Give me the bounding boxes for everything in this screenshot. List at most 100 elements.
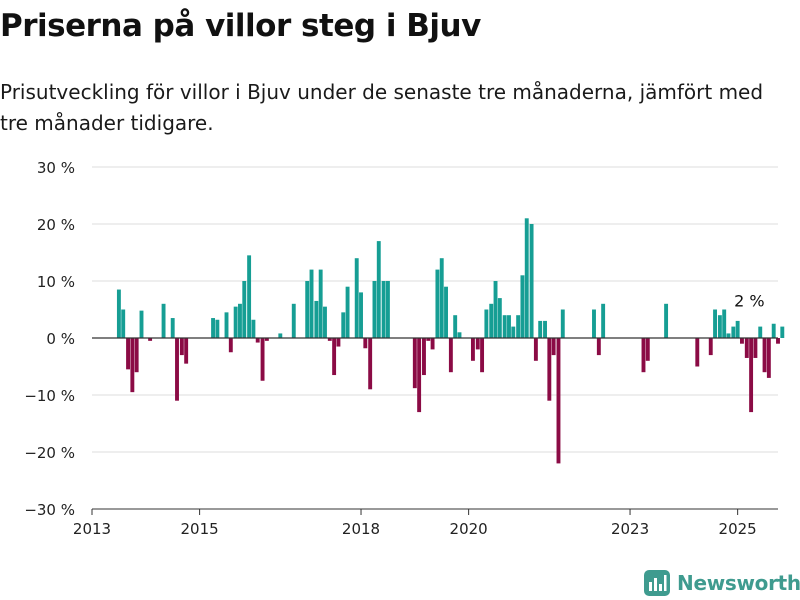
bar xyxy=(161,303,166,338)
bar xyxy=(453,315,458,338)
brand-name: Newsworthy xyxy=(677,571,800,595)
bar xyxy=(497,298,502,338)
bar xyxy=(551,338,556,356)
y-tick-label: 20 % xyxy=(37,216,75,234)
bar xyxy=(372,281,377,338)
y-tick-label: −10 % xyxy=(24,387,75,405)
bar xyxy=(116,289,121,338)
bar xyxy=(291,303,296,338)
bar xyxy=(439,258,444,338)
bar xyxy=(247,255,252,338)
bar xyxy=(422,338,426,376)
bar xyxy=(385,281,390,338)
bar xyxy=(318,269,323,338)
bar xyxy=(601,303,606,338)
bar xyxy=(412,338,417,389)
bar xyxy=(175,338,179,401)
x-tick-label: 2020 xyxy=(450,520,488,538)
bar xyxy=(735,320,740,338)
bar xyxy=(336,338,341,347)
bar xyxy=(238,303,242,338)
y-tick-label: −20 % xyxy=(24,444,75,462)
bar xyxy=(376,241,381,338)
bar xyxy=(771,323,776,338)
bar xyxy=(305,281,310,338)
bar xyxy=(507,315,511,338)
bar xyxy=(524,218,529,338)
bar xyxy=(417,338,422,413)
bar xyxy=(475,338,480,350)
bar xyxy=(489,303,494,338)
bar xyxy=(533,338,538,361)
bar xyxy=(457,332,462,338)
bar xyxy=(717,315,722,338)
x-tick-label: 2025 xyxy=(719,520,757,538)
bar xyxy=(233,306,238,338)
bar xyxy=(762,338,767,373)
bar xyxy=(332,338,337,376)
bar xyxy=(184,338,189,364)
bar xyxy=(641,338,646,373)
bar xyxy=(740,338,744,344)
bar xyxy=(148,338,153,341)
bar xyxy=(776,338,780,344)
bar xyxy=(726,333,731,338)
bar xyxy=(722,309,727,338)
chart-subtitle: Prisutveckling för villor i Bjuv under d… xyxy=(0,80,764,135)
bar xyxy=(731,326,736,338)
newsworthy-logo-icon xyxy=(644,570,670,596)
bar xyxy=(354,258,359,338)
bar xyxy=(215,319,220,338)
bar xyxy=(664,303,669,338)
bar xyxy=(170,318,175,338)
bar xyxy=(359,292,363,338)
bar xyxy=(470,338,475,361)
bar xyxy=(547,338,552,401)
bar xyxy=(363,338,368,349)
bar xyxy=(448,338,453,373)
bar xyxy=(713,309,717,338)
bars xyxy=(116,218,785,464)
bar xyxy=(520,275,525,338)
bar xyxy=(278,333,283,338)
bar xyxy=(381,281,386,338)
bar xyxy=(211,318,216,338)
labels: 30 % 20 % 10 % 0 % −10 % −20 % −30 %2013 2015 20… xyxy=(24,159,764,538)
y-tick-label: −30 % xyxy=(24,501,75,519)
y-tick-label: 30 % xyxy=(37,159,75,177)
bar xyxy=(543,320,547,338)
bar xyxy=(596,338,601,356)
x-tick-label: 2018 xyxy=(342,520,380,538)
bar xyxy=(766,338,771,378)
y-tick-label: 0 % xyxy=(46,330,75,348)
bar xyxy=(780,326,785,338)
bar xyxy=(426,338,431,341)
bar xyxy=(264,338,269,341)
bar xyxy=(368,338,373,390)
grid-lines xyxy=(92,166,778,453)
bar xyxy=(493,281,498,338)
bar xyxy=(480,338,485,373)
bar xyxy=(753,338,758,358)
bar xyxy=(345,286,350,338)
x-tick-label: 2015 xyxy=(181,520,219,538)
bar xyxy=(341,312,346,338)
axes xyxy=(91,337,778,515)
bar xyxy=(749,338,754,413)
chart-title: Priserna på villor steg i Bjuv xyxy=(0,8,481,44)
bar xyxy=(327,338,332,341)
bar xyxy=(260,338,265,381)
bar xyxy=(592,309,596,338)
bar xyxy=(255,338,260,343)
bar xyxy=(502,315,507,338)
bar xyxy=(516,315,521,338)
bar xyxy=(708,338,713,356)
x-tick-label: 2013 xyxy=(73,520,111,538)
brand-logo[interactable]: Newsworthy xyxy=(644,568,800,598)
bar xyxy=(430,338,435,350)
bar xyxy=(121,309,126,338)
bar xyxy=(645,338,650,361)
bar xyxy=(758,326,763,338)
bar xyxy=(314,300,319,338)
